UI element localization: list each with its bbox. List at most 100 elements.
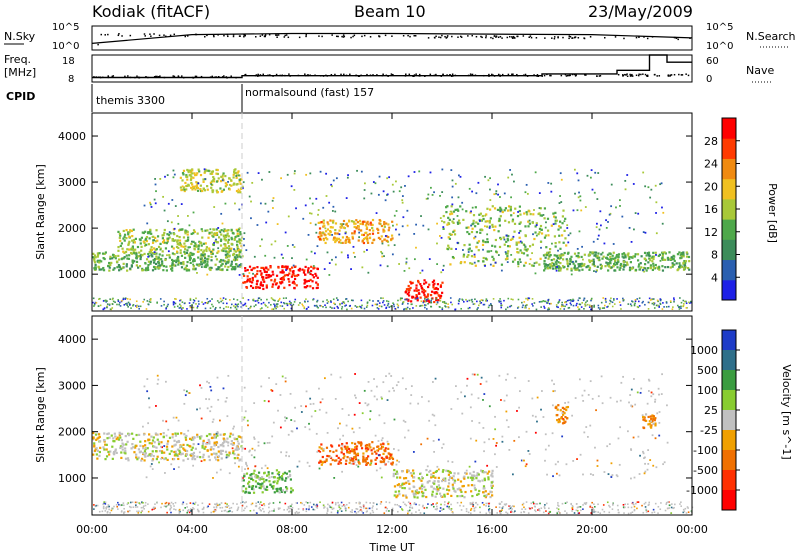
heatmap-cell xyxy=(463,244,466,247)
heatmap-cell xyxy=(420,490,424,493)
heatmap-cell xyxy=(271,298,274,301)
heatmap-cell xyxy=(481,229,484,232)
heatmap-cell xyxy=(98,298,100,300)
heatmap-cell xyxy=(189,306,192,309)
heatmap-cell xyxy=(664,266,667,269)
heatmap-cell xyxy=(490,250,493,252)
heatmap-cell xyxy=(222,302,225,305)
heatmap-cell xyxy=(121,445,124,448)
heatmap-cell xyxy=(631,511,634,514)
heatmap-cell xyxy=(255,286,258,289)
heatmap-cell xyxy=(534,231,537,234)
heatmap-cell xyxy=(372,181,375,183)
heatmap-cell xyxy=(680,301,683,304)
heatmap-cell xyxy=(491,494,494,497)
heatmap-cell xyxy=(138,307,141,310)
freq-point xyxy=(415,73,417,75)
heatmap-cell xyxy=(203,261,206,264)
freq-point xyxy=(569,74,571,77)
heatmap-cell xyxy=(572,298,574,301)
heatmap-cell xyxy=(619,205,621,207)
heatmap-cell xyxy=(282,257,284,259)
heatmap-cell xyxy=(380,305,383,308)
heatmap-cell xyxy=(131,245,134,248)
heatmap-cell xyxy=(232,253,235,257)
heatmap-cell xyxy=(327,232,330,235)
heatmap-cell xyxy=(354,455,357,458)
heatmap-cell xyxy=(499,215,502,218)
heatmap-cell xyxy=(164,241,166,244)
heatmap-cell xyxy=(228,255,231,258)
heatmap-cell xyxy=(113,505,115,508)
freq-point xyxy=(200,75,203,78)
heatmap-cell xyxy=(171,457,175,461)
heatmap-cell xyxy=(150,442,153,445)
heatmap-cell xyxy=(171,266,174,270)
heatmap-cell xyxy=(280,475,284,478)
heatmap-cell xyxy=(98,261,101,264)
heatmap-cell xyxy=(646,252,649,255)
heatmap-cell xyxy=(143,454,146,457)
heatmap-cell xyxy=(392,224,394,227)
heatmap-cell xyxy=(224,243,227,246)
heatmap-cell xyxy=(160,441,163,444)
heatmap-cell xyxy=(109,512,111,514)
heatmap-cell xyxy=(94,301,97,304)
heatmap-cell xyxy=(609,212,612,215)
heatmap-cell xyxy=(566,299,569,302)
heatmap-cell xyxy=(154,249,157,252)
heatmap-cell xyxy=(290,307,293,310)
heatmap-cell xyxy=(672,257,675,261)
heatmap-cell xyxy=(469,502,472,504)
heatmap-cell xyxy=(178,307,181,309)
heatmap-cell xyxy=(203,253,206,256)
heatmap-cell xyxy=(265,284,268,287)
heatmap-cell xyxy=(102,266,105,270)
heatmap-cell xyxy=(179,510,181,513)
heatmap-cell xyxy=(167,303,169,306)
heatmap-cell xyxy=(254,475,257,478)
heatmap-cell xyxy=(451,212,454,215)
heatmap-cell xyxy=(307,300,309,303)
heatmap-cell xyxy=(156,235,160,238)
heatmap-cell xyxy=(505,240,508,243)
heatmap-cell xyxy=(173,227,176,230)
heatmap-cell xyxy=(180,261,183,265)
cpid-mode-1: themis 3300 xyxy=(96,94,165,107)
heatmap-cell xyxy=(159,178,162,180)
heatmap-cell xyxy=(336,511,339,514)
heatmap-cell xyxy=(244,267,247,270)
heatmap-cell xyxy=(318,237,322,241)
heatmap-cell xyxy=(386,265,389,268)
heatmap-cell xyxy=(107,432,110,435)
heatmap-cell xyxy=(338,241,341,244)
heatmap-cell xyxy=(456,488,459,491)
heatmap-cell xyxy=(482,485,486,488)
heatmap-cell xyxy=(586,303,589,306)
heatmap-cell xyxy=(544,267,547,270)
heatmap-cell xyxy=(600,264,603,268)
heatmap-cell xyxy=(149,454,152,458)
heatmap-cell xyxy=(547,182,550,184)
heatmap-cell xyxy=(401,508,403,510)
heatmap-cell xyxy=(121,299,123,302)
heatmap-cell xyxy=(192,507,194,509)
heatmap-cell xyxy=(154,202,157,205)
heatmap-cell xyxy=(235,446,238,449)
heatmap-cell xyxy=(517,241,520,244)
heatmap-cell xyxy=(306,502,309,504)
heatmap-cell xyxy=(338,229,341,232)
heatmap-cell xyxy=(202,178,205,181)
nsky-point xyxy=(407,34,409,37)
heatmap-cell xyxy=(200,241,203,245)
heatmap-cell xyxy=(345,447,348,450)
heatmap-cell xyxy=(292,264,295,267)
heatmap-cell xyxy=(326,507,329,510)
heatmap-cell xyxy=(601,251,604,254)
heatmap-cell xyxy=(189,299,192,301)
heatmap-cell xyxy=(156,438,159,441)
heatmap-cell xyxy=(268,301,270,304)
heatmap-cell xyxy=(504,504,507,506)
heatmap-cell xyxy=(449,263,452,266)
heatmap-cell xyxy=(599,308,601,310)
